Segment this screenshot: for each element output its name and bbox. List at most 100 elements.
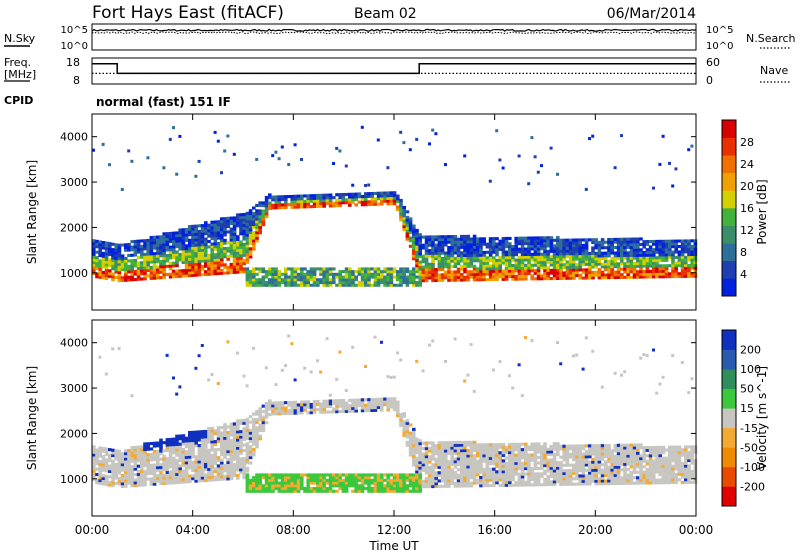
heat-cell xyxy=(386,166,389,169)
heat-cell xyxy=(505,470,509,473)
heat-cell xyxy=(182,239,186,242)
heat-cell xyxy=(479,237,483,240)
heat-cell xyxy=(335,476,339,479)
heat-cell xyxy=(166,449,170,452)
heat-cell xyxy=(553,250,557,253)
heat-cell xyxy=(578,238,582,241)
heat-cell xyxy=(102,263,106,266)
heat-cell xyxy=(476,237,480,240)
heat-cell xyxy=(284,401,288,404)
heat-cell xyxy=(178,258,182,261)
heat-cell xyxy=(530,258,534,261)
heat-cell xyxy=(514,261,518,264)
heat-cell xyxy=(121,452,125,455)
heat-cell xyxy=(162,273,166,276)
heat-cell xyxy=(630,240,634,243)
heat-cell xyxy=(457,468,461,471)
heat-cell xyxy=(233,263,237,266)
heat-cell xyxy=(546,266,550,269)
heat-cell xyxy=(130,454,134,457)
heat-cell xyxy=(508,451,512,454)
heat-cell xyxy=(249,270,253,273)
heat-cell xyxy=(649,259,653,262)
heat-cell xyxy=(550,272,554,275)
heat-cell xyxy=(460,455,464,458)
heat-cell xyxy=(530,472,534,475)
heat-cell xyxy=(553,266,557,269)
heat-cell xyxy=(98,476,102,479)
heat-cell xyxy=(566,480,570,483)
heat-cell xyxy=(143,472,147,475)
heat-cell xyxy=(550,236,554,239)
heat-cell xyxy=(393,408,397,411)
heat-cell xyxy=(322,490,326,493)
heat-cell xyxy=(242,471,246,474)
heat-cell xyxy=(422,268,426,271)
heat-cell xyxy=(153,469,157,472)
heat-cell xyxy=(249,281,253,284)
heat-cell xyxy=(377,398,381,401)
heat-cell xyxy=(188,271,192,274)
heat-cell xyxy=(591,271,595,274)
heat-cell xyxy=(415,248,419,251)
heat-cell xyxy=(534,250,538,253)
heat-cell xyxy=(332,276,336,279)
heat-cell xyxy=(351,484,355,487)
heat-cell xyxy=(422,279,426,282)
heat-cell xyxy=(137,465,141,468)
heat-cell xyxy=(441,252,445,255)
heat-cell xyxy=(239,268,243,271)
heat-cell xyxy=(159,477,163,480)
heat-cell xyxy=(422,469,426,472)
heat-cell xyxy=(553,469,557,472)
heat-cell xyxy=(284,284,288,287)
heat-cell xyxy=(300,200,304,203)
heat-cell xyxy=(335,378,338,381)
heat-cell xyxy=(671,256,675,259)
heat-cell xyxy=(182,440,186,443)
heat-cell xyxy=(527,462,531,465)
heat-cell xyxy=(466,444,470,447)
heat-cell xyxy=(204,240,208,243)
heat-cell xyxy=(348,193,352,196)
heat-cell xyxy=(418,261,422,264)
heat-cell xyxy=(194,236,198,239)
heat-cell xyxy=(639,257,643,260)
heat-cell xyxy=(188,461,192,464)
heat-cell xyxy=(409,239,413,242)
heat-cell xyxy=(559,261,563,264)
heat-cell xyxy=(377,479,381,482)
heat-cell xyxy=(290,404,294,407)
heat-cell xyxy=(498,267,502,270)
heat-cell xyxy=(450,246,454,249)
heat-cell xyxy=(662,267,666,270)
heat-cell xyxy=(354,476,358,479)
heat-cell xyxy=(562,244,566,247)
heat-cell xyxy=(402,412,406,415)
heat-cell xyxy=(338,201,342,204)
heat-cell xyxy=(284,270,288,273)
heat-cell xyxy=(217,429,221,432)
heat-cell xyxy=(143,448,147,451)
heat-cell xyxy=(418,267,422,270)
heat-cell xyxy=(534,277,538,280)
heat-cell xyxy=(210,373,213,376)
heat-cell xyxy=(450,482,454,485)
heat-cell xyxy=(92,258,96,261)
heat-cell xyxy=(252,418,256,421)
heat-cell xyxy=(498,465,502,468)
heat-cell xyxy=(236,238,240,241)
colorbar-segment xyxy=(722,173,736,191)
heat-cell xyxy=(233,265,237,268)
heat-cell xyxy=(402,273,406,276)
heat-cell xyxy=(524,275,528,278)
heat-cell xyxy=(230,463,234,466)
heat-cell xyxy=(431,235,435,238)
heat-cell xyxy=(511,245,515,248)
heat-cell xyxy=(361,407,365,410)
heat-cell xyxy=(428,447,432,450)
heat-cell xyxy=(370,203,374,206)
heat-cell xyxy=(191,434,195,437)
heat-cell xyxy=(220,220,224,223)
heat-cell xyxy=(246,431,250,434)
